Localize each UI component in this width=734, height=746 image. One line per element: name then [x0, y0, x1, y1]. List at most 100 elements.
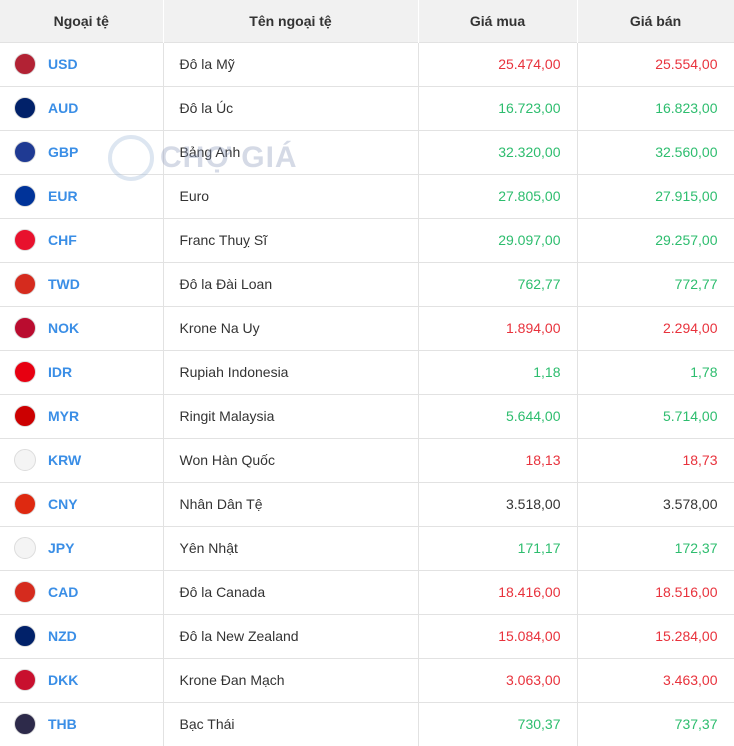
currency-code-link[interactable]: KRW: [48, 452, 82, 468]
currency-code-link[interactable]: CAD: [48, 584, 79, 600]
currency-code-link[interactable]: GBP: [48, 144, 79, 160]
sell-price: 25.554,00: [577, 41, 734, 86]
currency-name: Krone Đan Mạch: [163, 657, 419, 702]
flag-idr-icon: [14, 361, 36, 383]
table-row: KRW Won Hàn Quốc 18,13 18,73: [0, 437, 734, 482]
currency-cell: CAD: [0, 569, 164, 614]
buy-price: 171,17: [418, 525, 578, 570]
currency-cell: IDR: [0, 349, 164, 394]
currency-name: Krone Na Uy: [163, 305, 419, 350]
flag-twd-icon: [14, 273, 36, 295]
buy-price: 762,77: [418, 261, 578, 306]
buy-price: 730,37: [418, 701, 578, 746]
currency-code-link[interactable]: NZD: [48, 628, 77, 644]
currency-cell: CNY: [0, 481, 164, 526]
currency-code-link[interactable]: IDR: [48, 364, 73, 380]
buy-price: 29.097,00: [418, 217, 578, 262]
currency-cell: EUR: [0, 173, 164, 218]
flag-myr-icon: [14, 405, 36, 427]
flag-chf-icon: [14, 229, 36, 251]
flag-dkk-icon: [14, 669, 36, 691]
currency-cell: TWD: [0, 261, 164, 306]
currency-cell: GBP: [0, 129, 164, 174]
currency-name: Bạc Thái: [163, 701, 419, 746]
flag-thb-icon: [14, 713, 36, 736]
table-row: MYR Ringit Malaysia 5.644,00 5.714,00: [0, 393, 734, 438]
buy-price: 27.805,00: [418, 173, 578, 218]
currency-code-link[interactable]: CNY: [48, 496, 78, 512]
currency-code-link[interactable]: THB: [48, 716, 77, 733]
table-row: AUD Đô la Úc 16.723,00 16.823,00: [0, 85, 734, 130]
currency-name: Ringit Malaysia: [163, 393, 419, 438]
currency-name: Đô la New Zealand: [163, 613, 419, 658]
currency-name: Đô la Úc: [163, 85, 419, 130]
currency-code-link[interactable]: TWD: [48, 276, 80, 292]
currency-cell: CHF: [0, 217, 164, 262]
sell-price: 29.257,00: [577, 217, 734, 262]
currency-code-link[interactable]: EUR: [48, 188, 78, 204]
currency-name: Euro: [163, 173, 419, 218]
sell-price: 737,37: [577, 701, 734, 746]
sell-price: 5.714,00: [577, 393, 734, 438]
header-sell-price: Giá bán: [577, 0, 734, 42]
currency-code-link[interactable]: NOK: [48, 320, 80, 336]
currency-cell: KRW: [0, 437, 164, 482]
header-currency: Ngoại tệ: [0, 0, 164, 42]
sell-price: 16.823,00: [577, 85, 734, 130]
header-buy-price: Giá mua: [418, 0, 578, 42]
currency-name: Đô la Mỹ: [163, 41, 419, 86]
table-header: Ngoại tệ Tên ngoại tệ Giá mua Giá bán: [0, 0, 734, 42]
currency-name: Rupiah Indonesia: [163, 349, 419, 394]
buy-price: 3.063,00: [418, 657, 578, 702]
sell-price: 27.915,00: [577, 173, 734, 218]
buy-price: 3.518,00: [418, 481, 578, 526]
buy-price: 25.474,00: [418, 41, 578, 86]
buy-price: 32.320,00: [418, 129, 578, 174]
flag-usd-icon: [14, 53, 36, 75]
table-row: THB Bạc Thái 730,37 737,37: [0, 701, 734, 746]
table-row: NZD Đô la New Zealand 15.084,00 15.284,0…: [0, 613, 734, 658]
sell-price: 3.463,00: [577, 657, 734, 702]
sell-price: 2.294,00: [577, 305, 734, 350]
table-row: EUR Euro 27.805,00 27.915,00: [0, 173, 734, 218]
currency-code-link[interactable]: CHF: [48, 232, 77, 248]
currency-name: Franc Thuỵ Sĩ: [163, 217, 419, 262]
sell-price: 18.516,00: [577, 569, 734, 614]
buy-price: 1.894,00: [418, 305, 578, 350]
currency-cell: THB: [0, 701, 164, 746]
currency-code-link[interactable]: JPY: [48, 540, 75, 556]
currency-cell: DKK: [0, 657, 164, 702]
currency-cell: AUD: [0, 85, 164, 130]
buy-price: 5.644,00: [418, 393, 578, 438]
currency-name: Đô la Canada: [163, 569, 419, 614]
table-row: USD Đô la Mỹ 25.474,00 25.554,00: [0, 41, 734, 86]
buy-price: 16.723,00: [418, 85, 578, 130]
currency-cell: NZD: [0, 613, 164, 658]
currency-code-link[interactable]: AUD: [48, 100, 79, 116]
currency-cell: NOK: [0, 305, 164, 350]
currency-cell: JPY: [0, 525, 164, 570]
flag-krw-icon: [14, 449, 36, 471]
currency-code-link[interactable]: USD: [48, 56, 78, 72]
buy-price: 18,13: [418, 437, 578, 482]
table-row: JPY Yên Nhật 171,17 172,37: [0, 525, 734, 570]
sell-price: 32.560,00: [577, 129, 734, 174]
sell-price: 172,37: [577, 525, 734, 570]
flag-cad-icon: [14, 581, 36, 603]
sell-price: 3.578,00: [577, 481, 734, 526]
table-row: NOK Krone Na Uy 1.894,00 2.294,00: [0, 305, 734, 350]
currency-name: Won Hàn Quốc: [163, 437, 419, 482]
table-row: CNY Nhân Dân Tệ 3.518,00 3.578,00: [0, 481, 734, 526]
sell-price: 15.284,00: [577, 613, 734, 658]
sell-price: 1,78: [577, 349, 734, 394]
currency-name: Đô la Đài Loan: [163, 261, 419, 306]
currency-cell: USD: [0, 41, 164, 86]
currency-code-link[interactable]: MYR: [48, 408, 80, 424]
flag-nok-icon: [14, 317, 36, 339]
buy-price: 18.416,00: [418, 569, 578, 614]
currency-cell: MYR: [0, 393, 164, 438]
currency-code-link[interactable]: DKK: [48, 672, 79, 688]
flag-aud-icon: [14, 97, 36, 119]
table-row: GBP Bảng Anh 32.320,00 32.560,00: [0, 129, 734, 174]
